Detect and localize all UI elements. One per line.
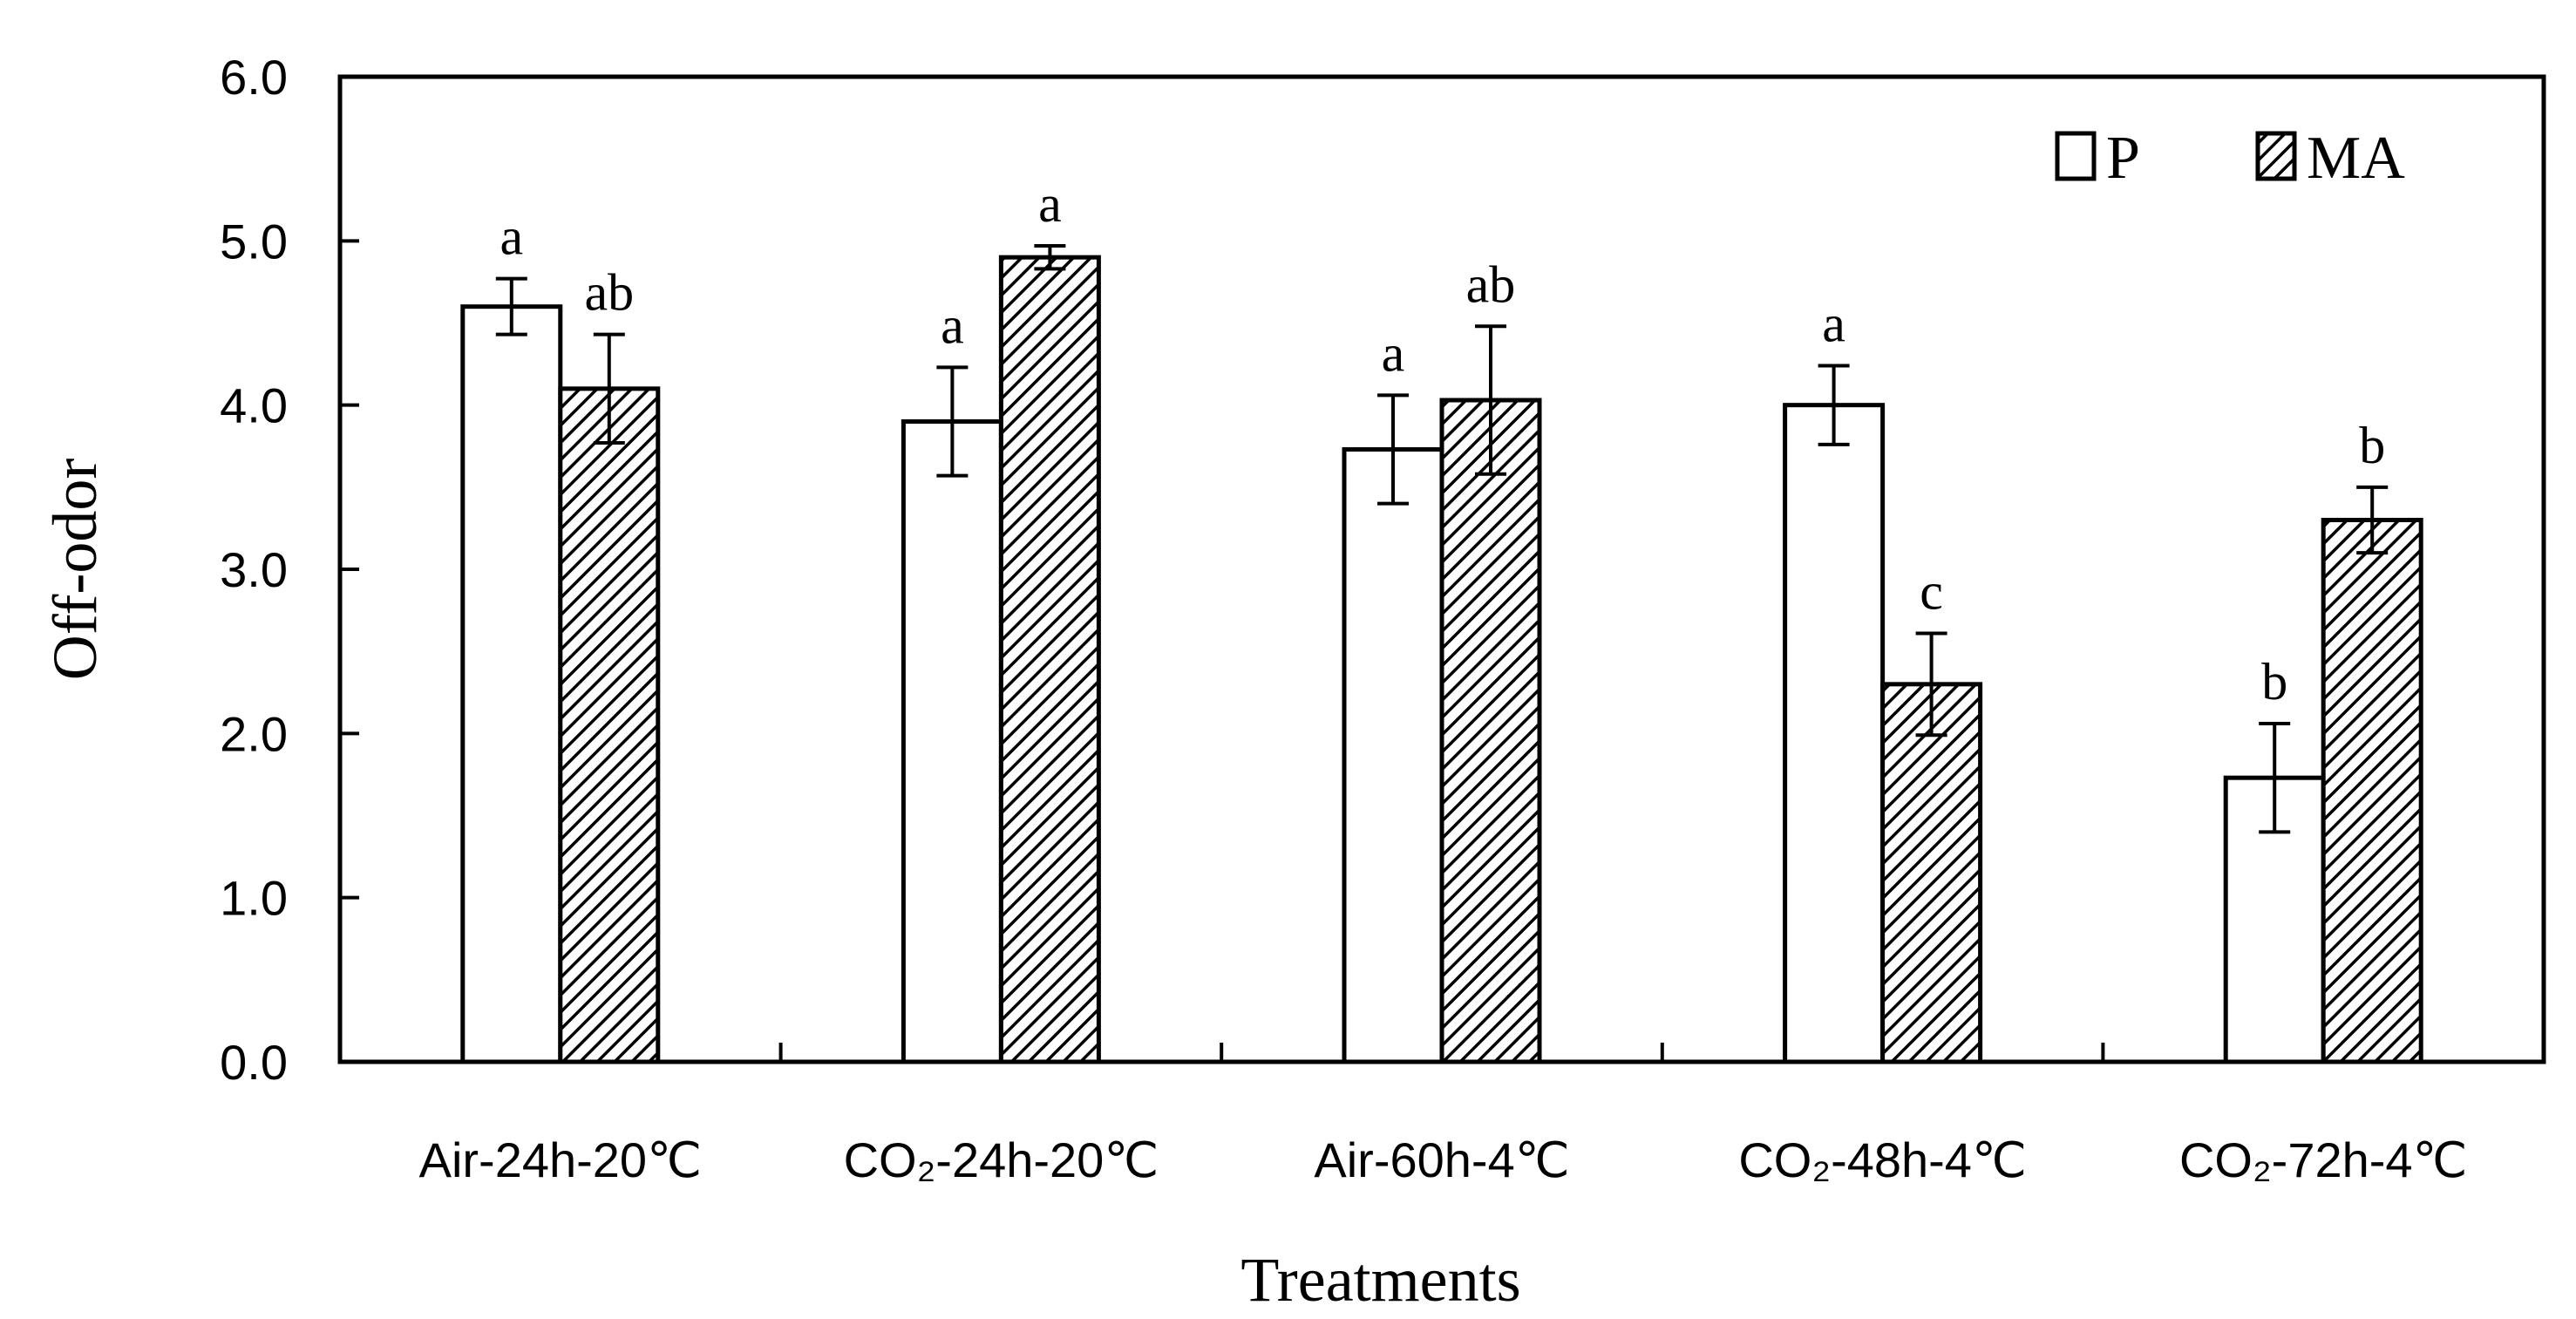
- bar-p: [1342, 447, 1444, 1064]
- bar-p: [1783, 403, 1886, 1064]
- legend-label-ma: MA: [2307, 125, 2405, 192]
- significance-letter: b: [2261, 653, 2287, 710]
- bar-ma: [998, 255, 1101, 1064]
- y-tick-label: 2.0: [220, 706, 288, 761]
- x-tick-label: CO₂-48h-4℃: [1738, 1132, 2027, 1187]
- bars-group: [460, 255, 2423, 1064]
- x-axis-ticks: Air-24h-20℃ CO₂-24h-20℃ Air-60h-4℃ CO₂-48h-…: [338, 1043, 2545, 1187]
- bar-ma: [1439, 398, 1542, 1064]
- significance-letter: ab: [1466, 255, 1516, 313]
- significance-letter: b: [2359, 417, 2385, 474]
- significance-letter: ab: [584, 264, 634, 322]
- legend-swatch-p: [2055, 131, 2097, 181]
- legend-label-p: P: [2106, 125, 2140, 192]
- significance-letter: c: [1920, 562, 1943, 620]
- bar-p: [901, 419, 1003, 1064]
- x-tick-label: CO₂-72h-4℃: [2179, 1132, 2468, 1187]
- legend-swatch-ma: [2255, 131, 2297, 181]
- y-tick-label: 3.0: [220, 542, 288, 597]
- y-axis-ticks: 0.0 1.0 2.0 3.0 4.0 5.0 6.0: [220, 50, 359, 1090]
- significance-letter: a: [941, 296, 964, 354]
- x-axis-title: Treatments: [1240, 1245, 1520, 1315]
- legend: P MA: [2055, 125, 2405, 192]
- x-tick-label: CO₂-24h-20℃: [844, 1132, 1159, 1187]
- y-tick-label: 1.0: [220, 871, 288, 926]
- significance-letter: a: [1038, 175, 1062, 233]
- bar-p: [460, 304, 563, 1064]
- error-bars-group: [495, 243, 2389, 834]
- y-tick-label: 5.0: [220, 214, 288, 269]
- y-tick-label: 4.0: [220, 378, 288, 433]
- x-tick-label: Air-60h-4℃: [1314, 1132, 1569, 1187]
- bar-ma: [558, 386, 661, 1064]
- y-axis-title: Off-odor: [40, 459, 110, 681]
- significance-letter: a: [1822, 295, 1845, 352]
- bar-ma: [1880, 682, 1983, 1064]
- x-tick-label: Air-24h-20℃: [419, 1132, 702, 1187]
- y-tick-label: 0.0: [220, 1035, 288, 1090]
- y-tick-label: 6.0: [220, 50, 288, 105]
- bar-ma: [2321, 518, 2423, 1064]
- significance-letter: a: [1382, 324, 1405, 382]
- significance-letter: a: [500, 208, 523, 266]
